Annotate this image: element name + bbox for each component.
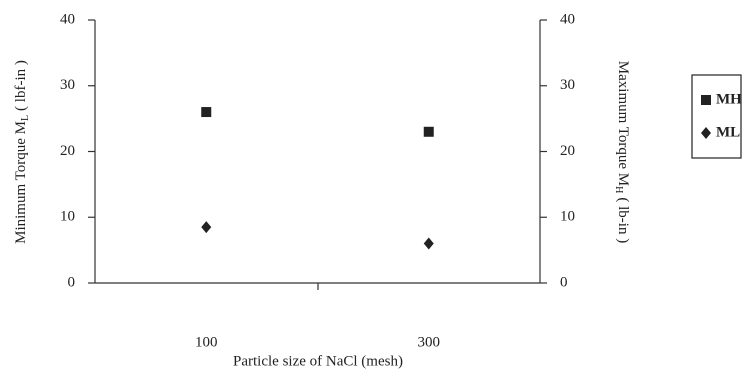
legend-box — [691, 74, 742, 159]
y2-tick-label: 0 — [560, 274, 568, 290]
y-tick-label: 20 — [60, 143, 75, 159]
y2-tick-label: 40 — [560, 11, 575, 27]
y2-label-unit: ( lb-in ) — [615, 197, 631, 243]
y-tick-label: 30 — [60, 77, 75, 93]
legend-label: MH — [716, 91, 742, 107]
y2-axis-label: Maximum Torque MH ( lb-in ) — [613, 61, 631, 243]
y-label-sub: L — [20, 115, 31, 121]
y-label-text: Minimum Torque M — [13, 121, 29, 244]
y-tick-label: 0 — [68, 274, 76, 290]
x-tick-label: 300 — [418, 334, 441, 350]
y2-label-text: Maximum Torque M — [615, 61, 631, 186]
y2-tick-label: 10 — [560, 209, 575, 225]
point — [201, 107, 212, 118]
legend-marker — [701, 95, 711, 105]
point — [201, 221, 212, 234]
x-tick-label: 100 — [195, 334, 218, 350]
y2-tick-label: 30 — [560, 77, 575, 93]
x-axis-label: Particle size of NaCl (mesh) — [233, 353, 403, 369]
legend-marker — [701, 127, 711, 139]
legend-label: ML — [716, 124, 740, 140]
y-tick-label: 40 — [60, 11, 75, 27]
y-tick-label: 10 — [60, 209, 75, 225]
y2-tick-label: 20 — [560, 143, 575, 159]
y-label-unit: ( lbf-in ) — [13, 60, 29, 111]
y2-label-sub: H — [613, 186, 624, 193]
point — [423, 126, 434, 137]
point — [423, 237, 434, 250]
y-axis-label: Minimum Torque ML ( lbf-in ) — [13, 60, 31, 244]
